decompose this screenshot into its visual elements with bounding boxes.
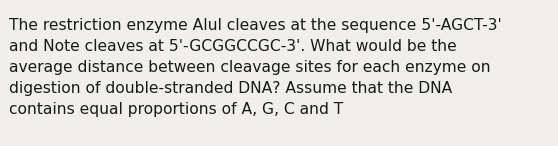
Text: The restriction enzyme Alul cleaves at the sequence 5'-AGCT-3'
and Note cleaves : The restriction enzyme Alul cleaves at t… xyxy=(9,18,502,118)
